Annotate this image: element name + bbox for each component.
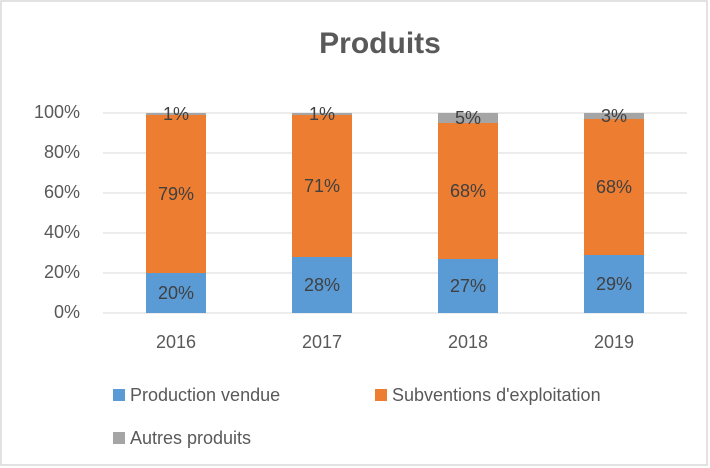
data-label: 3% [601,106,627,126]
bar-segment [438,259,498,313]
data-label: 28% [304,275,340,295]
data-label: 79% [158,184,194,204]
bar-segment [292,257,352,313]
data-label: 27% [450,276,486,296]
bar-segment [584,255,644,313]
data-label: 5% [455,108,481,128]
y-tick-label: 0% [54,302,80,322]
bar-segment [438,123,498,259]
data-label: 71% [304,176,340,196]
data-label: 1% [309,104,335,124]
x-tick-label: 2018 [448,332,488,352]
legend-swatch [375,389,387,401]
chart-title: Produits [319,27,441,60]
bar-segment [438,113,498,123]
bar-segment [146,273,206,313]
x-tick-label: 2017 [302,332,342,352]
data-label: 68% [450,181,486,201]
bar-segment [292,113,352,115]
data-label: 29% [596,274,632,294]
y-tick-label: 40% [44,222,80,242]
bar-segment [146,113,206,115]
legend-label: Autres produits [130,428,251,448]
legend-swatch [113,432,125,444]
y-tick-label: 20% [44,262,80,282]
x-tick-label: 2016 [156,332,196,352]
legend-swatch [113,389,125,401]
legend-label: Subventions d'exploitation [392,385,601,405]
x-tick-label: 2019 [594,332,634,352]
data-label: 1% [163,104,189,124]
legend-label: Production vendue [130,385,280,405]
bar-segment [292,115,352,257]
y-tick-label: 60% [44,182,80,202]
y-tick-label: 80% [44,142,80,162]
data-label: 68% [596,177,632,197]
data-label: 20% [158,283,194,303]
y-tick-label: 100% [34,102,80,122]
bar-segment [584,119,644,255]
bar-segment [146,115,206,273]
bar-segment [584,113,644,119]
